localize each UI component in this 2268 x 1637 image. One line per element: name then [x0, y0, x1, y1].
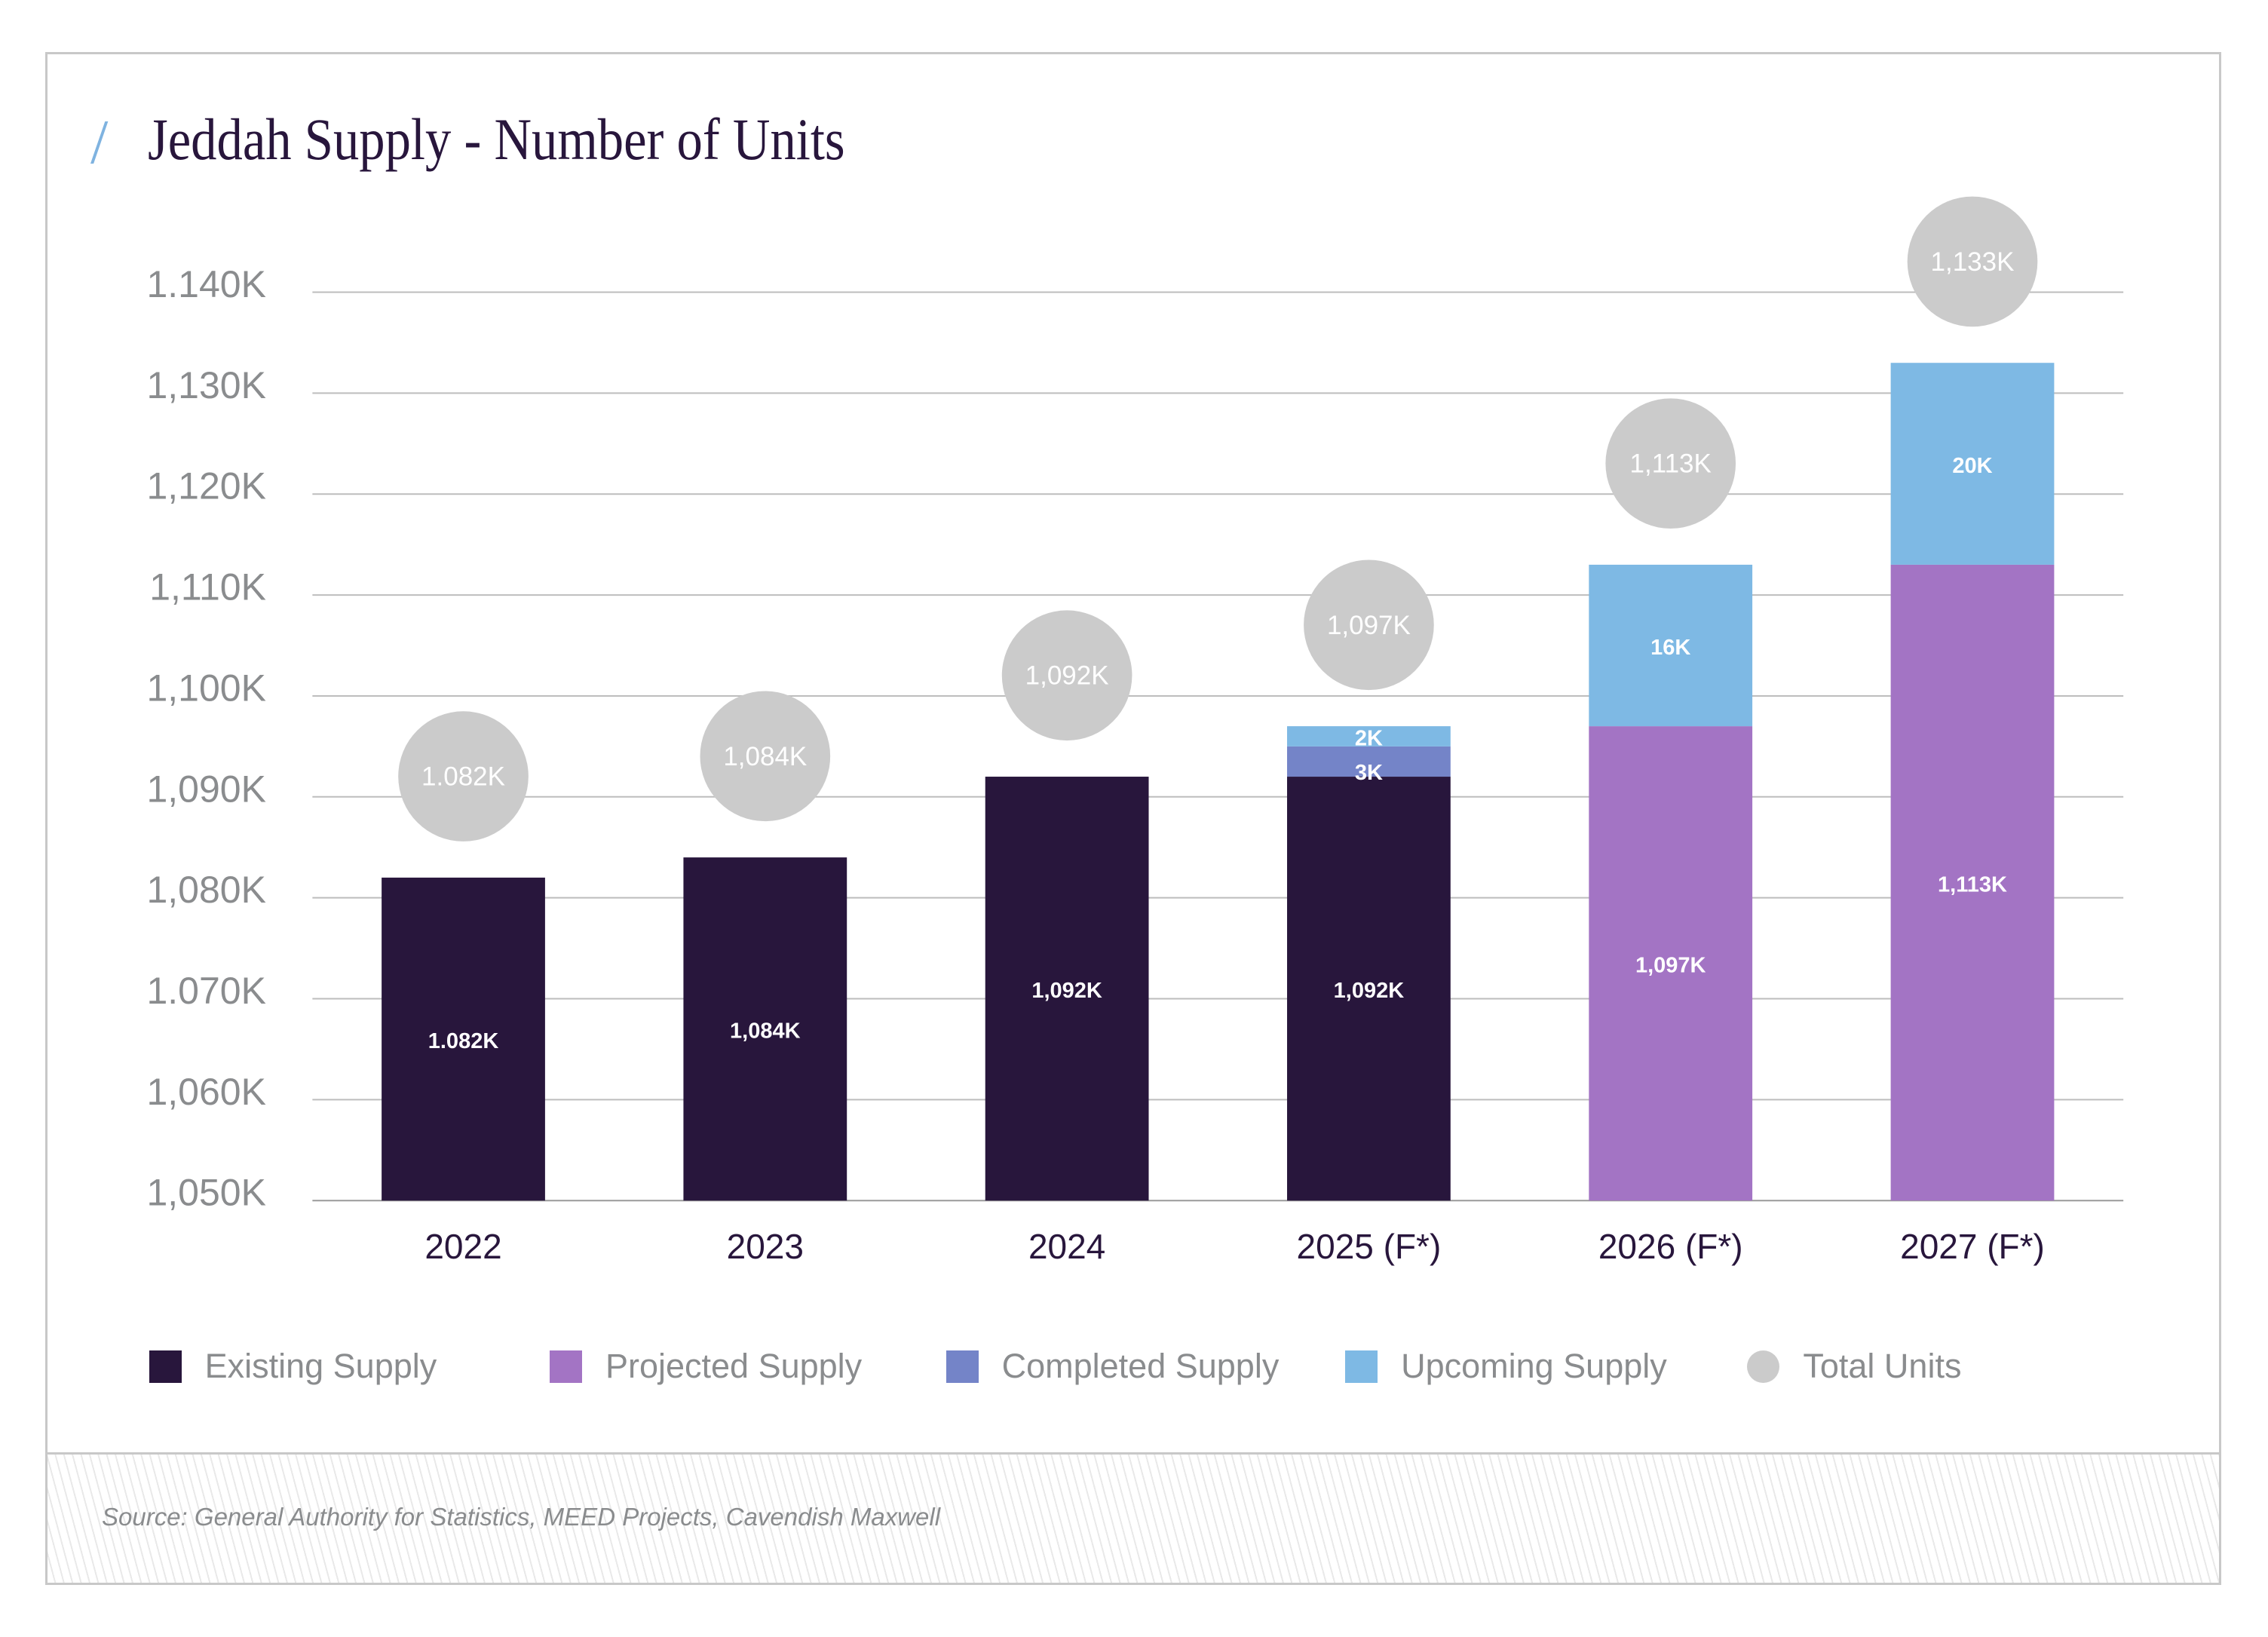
y-tick-label: 1,060K — [146, 1071, 265, 1113]
bar-value-label: 3K — [1355, 761, 1383, 785]
legend-item-total: Total Units — [1747, 1344, 1961, 1389]
bar-value-label: 1,097K — [1635, 954, 1706, 978]
total-units-marker — [1605, 398, 1736, 529]
legend-swatch-icon — [1345, 1350, 1378, 1383]
bar-segment-existing — [382, 877, 545, 1201]
y-tick-label: 1,050K — [146, 1172, 265, 1214]
bar-segment-projected — [1890, 564, 2055, 1201]
bar-value-label: 1.082K — [428, 1029, 499, 1053]
x-tick-label: 2026 (F*) — [1598, 1227, 1743, 1266]
x-tick-label: 2022 — [424, 1227, 501, 1266]
bar-value-label: 1,084K — [730, 1019, 801, 1044]
source-note: Source: General Authority for Statistics… — [102, 1503, 941, 1531]
total-units-marker — [1304, 559, 1434, 691]
total-units-marker — [398, 711, 529, 841]
legend-circle-icon — [1747, 1350, 1780, 1383]
bar-value-label: 2K — [1355, 726, 1383, 750]
y-tick-label: 1,090K — [146, 768, 265, 810]
chart-card: Source: General Authority for Statistics… — [45, 52, 2221, 1585]
bar-value-label: 20K — [1952, 454, 1992, 478]
bar-value-label: 1,092K — [1031, 979, 1102, 1003]
bar-segment-existing — [985, 777, 1149, 1201]
x-tick-label: 2027 (F*) — [1900, 1227, 2045, 1266]
legend-label: Completed Supply — [1001, 1347, 1280, 1385]
bar-value-label: 16K — [1650, 636, 1690, 660]
bar-value-label: 1,092K — [1334, 979, 1405, 1003]
total-units-label: 1,084K — [723, 742, 807, 771]
legend-item-upcoming: Upcoming Supply — [1345, 1344, 1667, 1389]
bar-segment-projected — [1589, 726, 1753, 1201]
legend-item-existing: Existing Supply — [149, 1344, 437, 1389]
y-tick-label: 1,120K — [146, 465, 265, 507]
total-units-marker — [1907, 196, 2038, 327]
x-tick-label: 2024 — [1028, 1227, 1105, 1266]
legend: Existing Supply Projected Supply Completed… — [0, 1344, 2268, 1389]
total-units-marker — [700, 691, 831, 822]
y-tick-label: 1.070K — [146, 970, 265, 1012]
bar-segment-existing — [1287, 777, 1451, 1201]
x-tick-label: 2025 (F*) — [1297, 1227, 1442, 1266]
y-tick-label: 1.140K — [146, 263, 265, 305]
bar-segment-upcoming — [1890, 363, 2055, 565]
y-tick-label: 1,130K — [146, 364, 265, 406]
legend-label: Upcoming Supply — [1401, 1347, 1667, 1385]
total-units-marker — [1001, 610, 1132, 741]
legend-label: Projected Supply — [605, 1347, 863, 1385]
chart-title: Jeddah Supply - Number of Units — [148, 106, 845, 172]
y-tick-label: 1,110K — [149, 566, 266, 609]
bar-value-label: 1,113K — [1938, 873, 2007, 897]
bar-segment-completed — [1287, 746, 1451, 777]
legend-item-projected: Projected Supply — [549, 1344, 863, 1389]
x-tick-label: 2023 — [727, 1227, 804, 1266]
total-units-label: 1,113K — [1630, 449, 1712, 479]
bar-segment-existing — [683, 857, 847, 1201]
total-units-label: 1,092K — [1025, 661, 1109, 691]
legend-swatch-icon — [549, 1350, 582, 1383]
total-units-label: 1,133K — [1931, 247, 2015, 277]
legend-item-completed: Completed Supply — [946, 1344, 1280, 1389]
total-units-label: 1.082K — [421, 762, 505, 792]
legend-swatch-icon — [946, 1350, 979, 1383]
bar-segment-upcoming — [1589, 564, 1753, 727]
bar-segment-upcoming — [1287, 726, 1451, 746]
source-footer: Source: General Authority for Statistics… — [48, 1452, 2219, 1583]
legend-swatch-icon — [149, 1350, 182, 1383]
legend-label: Existing Supply — [204, 1347, 437, 1385]
y-tick-label: 1,100K — [146, 667, 265, 709]
legend-label: Total Units — [1803, 1347, 1962, 1385]
title-accent-icon: / — [90, 107, 109, 177]
y-tick-label: 1,080K — [146, 869, 265, 911]
total-units-label: 1,097K — [1327, 611, 1411, 640]
